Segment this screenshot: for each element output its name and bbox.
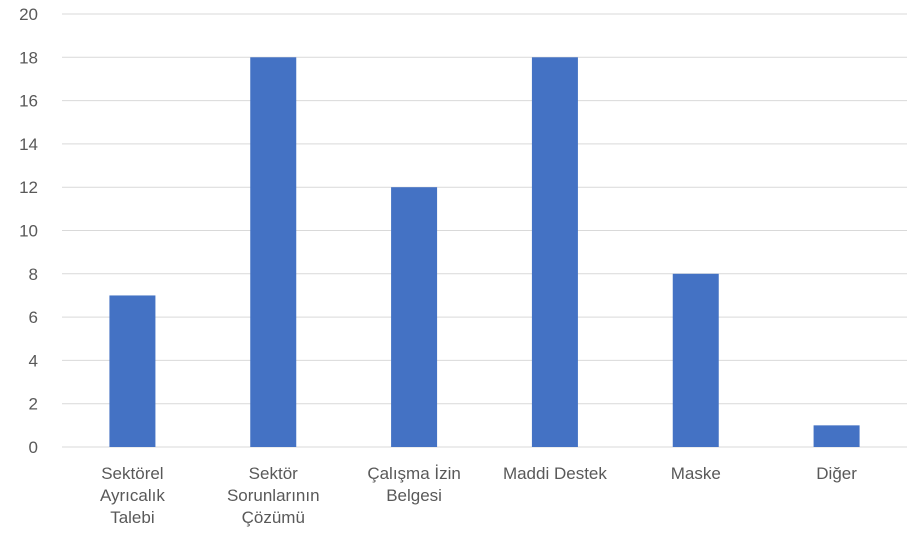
bar — [109, 295, 156, 447]
y-tick-label: 12 — [19, 178, 38, 197]
x-tick-label-line: Diğer — [816, 464, 857, 483]
x-tick-label: Çalışma İzin Belgesi — [367, 464, 461, 505]
y-tick-label: 0 — [29, 438, 38, 457]
y-tick-label: 4 — [29, 351, 38, 370]
bar — [531, 57, 578, 448]
grid-lines — [62, 13, 907, 448]
x-tick-label: Maddi Destek — [503, 464, 607, 483]
x-tick-label: Sektör Sorunlarının Çözümü — [227, 464, 320, 527]
x-tick-label: Sektörel Ayrıcalık Talebi — [100, 464, 165, 527]
x-tick-label: Maske — [671, 464, 721, 483]
y-tick-label: 8 — [29, 265, 38, 284]
x-tick-label-line: Çalışma İzin — [367, 464, 461, 483]
y-tick-label: 2 — [29, 395, 38, 414]
x-tick-label-line: Sektör — [249, 464, 298, 483]
y-tick-label: 16 — [19, 92, 38, 111]
y-tick-label: 6 — [29, 308, 38, 327]
y-axis-tick-labels: 0 2 4 6 8 10 12 14 16 18 20 — [19, 5, 38, 457]
x-tick-label-line: Sektörel — [101, 464, 163, 483]
x-tick-label-line: Maske — [671, 464, 721, 483]
bar — [391, 187, 438, 447]
y-tick-label: 20 — [19, 5, 38, 24]
bar — [672, 273, 719, 447]
x-tick-label: Diğer — [816, 464, 857, 483]
bars — [109, 57, 860, 448]
x-tick-label-line: Sorunlarının — [227, 486, 320, 505]
x-tick-label-line: Çözümü — [242, 508, 305, 527]
y-tick-label: 18 — [19, 48, 38, 67]
x-tick-label-line: Talebi — [110, 508, 154, 527]
y-tick-label: 10 — [19, 222, 38, 241]
y-tick-label: 14 — [19, 135, 38, 154]
x-tick-label-line: Maddi Destek — [503, 464, 607, 483]
x-tick-label-line: Ayrıcalık — [100, 486, 165, 505]
x-axis-tick-labels: Sektörel Ayrıcalık Talebi Sektör Sorunlarını… — [100, 464, 857, 527]
bar — [813, 425, 860, 447]
bar — [250, 57, 297, 448]
x-tick-label-line: Belgesi — [386, 486, 442, 505]
